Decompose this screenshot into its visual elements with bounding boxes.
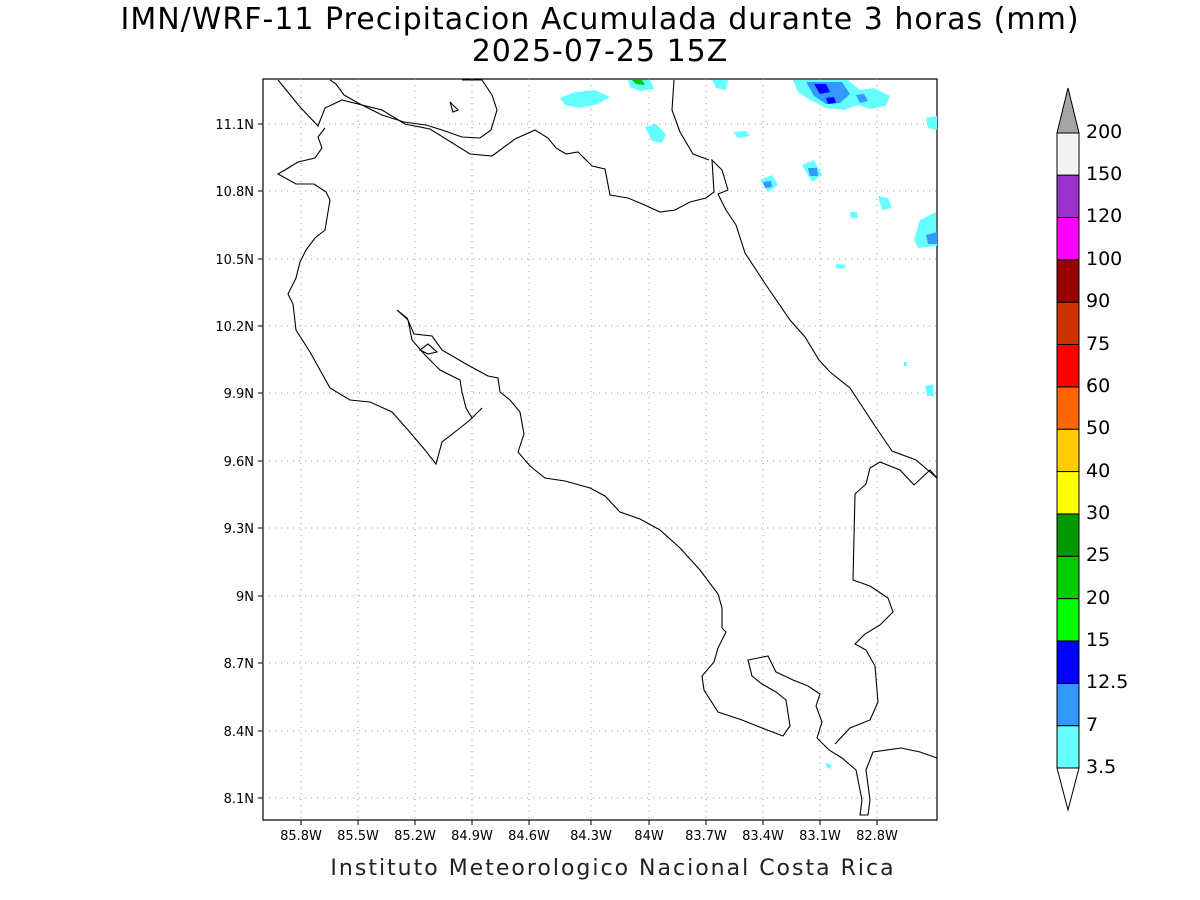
colorbar-swatch	[1056, 386, 1080, 430]
rain-patch	[836, 264, 846, 269]
rain-patch	[926, 232, 937, 244]
lon-tick-label: 84.9W	[451, 829, 493, 844]
colorbar-swatch	[1056, 598, 1080, 642]
colorbar-level-label: 3.5	[1086, 756, 1117, 778]
colorbar-top-triangle	[1056, 87, 1080, 134]
colorbar-level-label: 90	[1086, 290, 1111, 313]
lat-tick-label: 8.4N	[224, 725, 254, 740]
map-title: IMN/WRF-11 Precipitacion Acumulada duran…	[120, 2, 1080, 37]
latitude-axis: 11.1N 10.8N 10.5N 10.2N 9.9N 9.6N 9.3N 9N 8.7N 8.…	[215, 118, 263, 807]
colorbar-swatch	[1056, 301, 1080, 345]
rain-patch	[733, 131, 750, 138]
rain-patch	[645, 124, 666, 143]
colorbar-level-label: 60	[1086, 374, 1111, 397]
rain-patch	[926, 116, 937, 130]
lon-tick-label: 82.8W	[856, 829, 898, 844]
colorbar-swatch	[1056, 513, 1080, 557]
rain-patch	[763, 181, 772, 188]
tortuga-island	[418, 343, 439, 355]
colorbar-level-label: 100	[1086, 247, 1123, 270]
lon-tick-label: 83.7W	[685, 829, 727, 844]
lon-tick-label: 84W	[634, 829, 664, 844]
nicaragua-border	[277, 79, 729, 213]
rain-patch	[878, 196, 892, 210]
colorbar-swatch	[1056, 428, 1080, 473]
lon-tick-label: 83.4W	[742, 829, 784, 844]
lon-tick-label: 84.3W	[570, 829, 612, 844]
colorbar-swatch	[1056, 259, 1080, 303]
rain-patch	[628, 80, 654, 91]
colorbar-level-label: 12.5	[1086, 671, 1129, 694]
lat-tick-label: 10.8N	[215, 185, 254, 200]
precipitation-areas	[560, 80, 937, 769]
colorbar-swatch	[1056, 216, 1080, 261]
lon-tick-label: 84.6W	[508, 829, 550, 844]
longitude-axis: 85.8W 85.5W 85.2W 84.9W 84.6W 84.3W 84W 83.7W 83…	[280, 820, 898, 844]
colorbar-swatch	[1056, 640, 1080, 684]
colorbar-level-label: 150	[1086, 163, 1123, 186]
rain-patch	[808, 168, 818, 176]
colorbar-swatch	[1056, 682, 1080, 727]
lat-tick-label: 8.7N	[224, 657, 254, 672]
colorbar-swatch	[1056, 174, 1080, 218]
lon-tick-label: 83.1W	[799, 829, 841, 844]
panama-border	[834, 461, 938, 745]
colorbar-level-label: 50	[1086, 417, 1111, 440]
colorbar-level-label: 75	[1086, 332, 1111, 355]
rain-patch	[826, 97, 836, 104]
colorbar-level-label: 40	[1086, 459, 1111, 482]
graticule	[263, 79, 937, 820]
colorbar-swatch	[1056, 555, 1080, 600]
rain-patch	[560, 90, 610, 108]
colorbar-level-label: 30	[1086, 501, 1111, 524]
colorbar-level-label: 200	[1086, 120, 1123, 143]
colorbar-level-label: 15	[1086, 628, 1111, 651]
colorbar-bottom-triangle	[1056, 767, 1080, 812]
lat-tick-label: 9.6N	[224, 455, 254, 470]
coastlines-and-borders	[276, 79, 938, 816]
rain-patch	[632, 80, 645, 85]
rain-patch	[712, 80, 728, 90]
rain-patch	[850, 212, 858, 218]
colorbar-swatch	[1056, 725, 1080, 769]
colorbar-level-label: 120	[1086, 205, 1123, 228]
rain-patch	[814, 84, 830, 94]
colorbar-swatch	[1056, 344, 1080, 388]
lat-tick-label: 11.1N	[215, 118, 254, 133]
nicaragua-lake-shore	[329, 79, 498, 139]
colorbar-level-label: 20	[1086, 586, 1111, 609]
rain-patch	[925, 384, 934, 396]
lat-tick-label: 9.3N	[224, 522, 254, 537]
map-frame	[262, 78, 938, 821]
colorbar-swatch	[1056, 471, 1080, 515]
lat-tick-label: 9.9N	[224, 387, 254, 402]
caribbean-coast-nicaragua	[671, 79, 710, 161]
rain-patch	[904, 362, 907, 366]
lat-tick-label: 8.1N	[224, 792, 254, 807]
lon-tick-label: 85.5W	[337, 829, 379, 844]
lat-tick-label: 10.5N	[215, 253, 254, 268]
lon-tick-label: 85.2W	[394, 829, 436, 844]
colorbar-level-label: 25	[1086, 544, 1111, 567]
colorbar-swatch	[1056, 132, 1080, 176]
footer-credit: Instituto Meteorologico Nacional Costa R…	[330, 856, 896, 881]
rain-patch	[856, 94, 868, 103]
pacific-coast	[276, 127, 938, 816]
lake-island	[449, 101, 459, 113]
lat-tick-label: 10.2N	[215, 320, 254, 335]
lon-tick-label: 85.8W	[280, 829, 322, 844]
rain-patch	[826, 763, 832, 769]
colorbar	[1056, 87, 1080, 812]
colorbar-level-label: 7	[1086, 713, 1099, 736]
costa-rica-coast	[717, 189, 938, 479]
lat-tick-label: 9N	[236, 590, 254, 605]
map-subtitle-date: 2025-07-25 15Z	[471, 34, 729, 69]
